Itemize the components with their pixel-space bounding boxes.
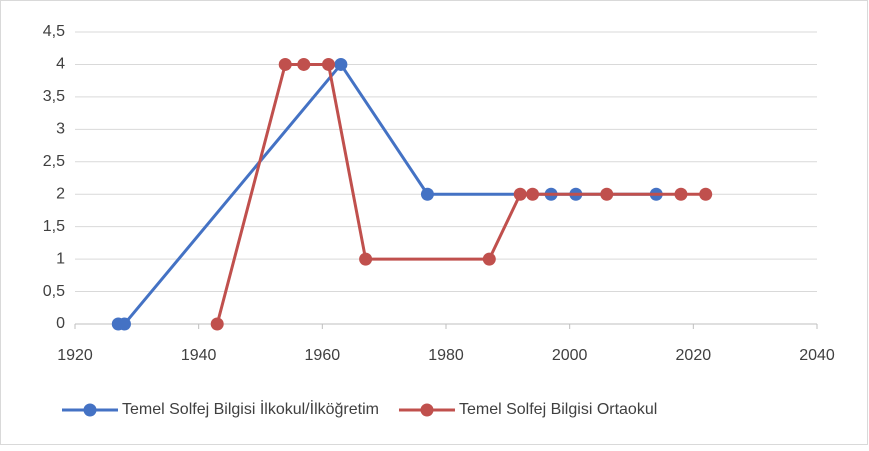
y-tick-label: 4,5 [43, 23, 65, 40]
legend-label: Temel Solfej Bilgisi İlkokul/İlköğretim [122, 399, 379, 418]
legend-label: Temel Solfej Bilgisi Ortaokul [459, 401, 657, 418]
y-tick-label: 4 [56, 56, 65, 73]
point [482, 252, 496, 266]
x-tick-label: 1980 [428, 347, 464, 364]
y-tick-label: 0 [56, 315, 65, 332]
y-tick-label: 2 [56, 185, 65, 202]
x-tick-label: 2000 [552, 347, 588, 364]
point [278, 57, 292, 71]
legend-marker [83, 403, 97, 417]
point [322, 57, 336, 71]
point [117, 317, 131, 331]
x-tick-label: 1960 [305, 347, 341, 364]
point [674, 187, 688, 201]
y-tick-label: 3,5 [43, 88, 65, 105]
y-tick-label: 1 [56, 250, 65, 267]
x-tick-label: 1920 [57, 347, 93, 364]
y-tick-label: 3 [56, 121, 65, 138]
point [334, 57, 348, 71]
point [699, 187, 713, 201]
point [513, 187, 527, 201]
x-tick-label: 2040 [799, 347, 835, 364]
point [420, 187, 434, 201]
point [526, 187, 540, 201]
y-tick-label: 0,5 [43, 283, 65, 300]
point [210, 317, 224, 331]
y-tick-label: 1,5 [43, 218, 65, 235]
point [600, 187, 614, 201]
point [297, 57, 311, 71]
y-tick-label: 2,5 [43, 153, 65, 170]
point [359, 252, 373, 266]
x-tick-label: 1940 [181, 347, 217, 364]
x-tick-label: 2020 [676, 347, 712, 364]
legend-marker [420, 403, 434, 417]
